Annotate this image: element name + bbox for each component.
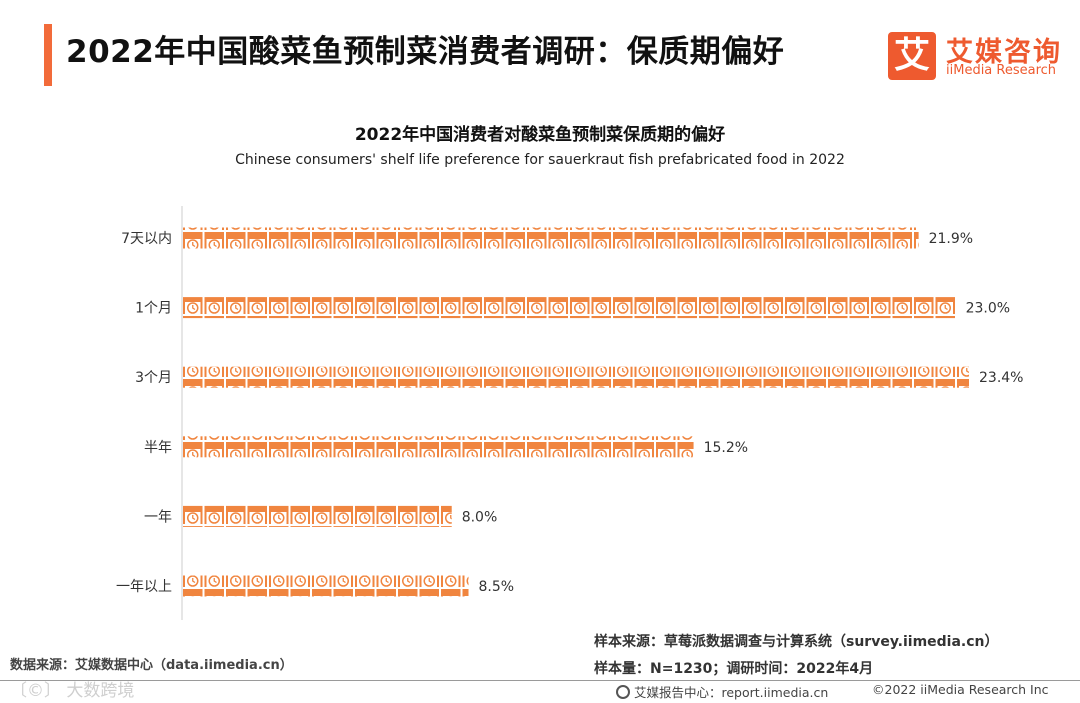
- bar: [183, 227, 919, 249]
- data-label: 15.2%: [704, 440, 748, 456]
- bar: [183, 436, 694, 458]
- report-center: 艾媒报告中心：report.iimedia.cn: [616, 682, 828, 701]
- title-accent-bar: [44, 24, 52, 86]
- iimedia-logo: 艾 艾媒咨询 iiMedia Research: [886, 30, 1066, 82]
- data-label: 23.0%: [966, 301, 1010, 317]
- category-label: 一年以上: [116, 579, 172, 595]
- category-label: 半年: [144, 440, 172, 456]
- bar: [183, 575, 469, 597]
- bar: [183, 297, 956, 319]
- footer-divider: [0, 680, 1080, 681]
- logo-name-en: iiMedia Research: [946, 63, 1057, 78]
- bar: [183, 366, 969, 388]
- chart-subtitle: Chinese consumers' shelf life preference…: [235, 152, 845, 168]
- chart-title: 2022年中国消费者对酸菜鱼预制菜保质期的偏好: [354, 125, 726, 145]
- page-title: 2022年中国酸菜鱼预制菜消费者调研：保质期偏好: [66, 34, 785, 70]
- logo-mark: 艾: [888, 32, 936, 80]
- report-center-text: 艾媒报告中心：report.iimedia.cn: [634, 685, 829, 700]
- category-label: 3个月: [135, 370, 172, 386]
- bar: [183, 505, 452, 527]
- category-label: 7天以内: [121, 231, 172, 247]
- logo-name-cn: 艾媒咨询: [946, 37, 1062, 68]
- data-source: 数据来源：艾媒数据中心（data.iimedia.cn）: [10, 658, 293, 673]
- sample-info: 样本量：N=1230；调研时间：2022年4月: [594, 661, 874, 677]
- data-label: 23.4%: [979, 370, 1023, 386]
- data-label: 8.0%: [462, 509, 498, 525]
- watermark: 〔©〕 大数跨境: [10, 681, 135, 701]
- category-label: 一年: [144, 509, 172, 525]
- data-label: 8.5%: [479, 579, 515, 595]
- report-center-icon: [616, 685, 630, 699]
- data-label: 21.9%: [929, 231, 973, 247]
- sample-source: 样本来源：草莓派数据调查与计算系统（survey.iimedia.cn）: [594, 634, 999, 650]
- copyright: ©2022 iiMedia Research Inc: [872, 682, 1049, 697]
- category-label: 1个月: [135, 301, 172, 317]
